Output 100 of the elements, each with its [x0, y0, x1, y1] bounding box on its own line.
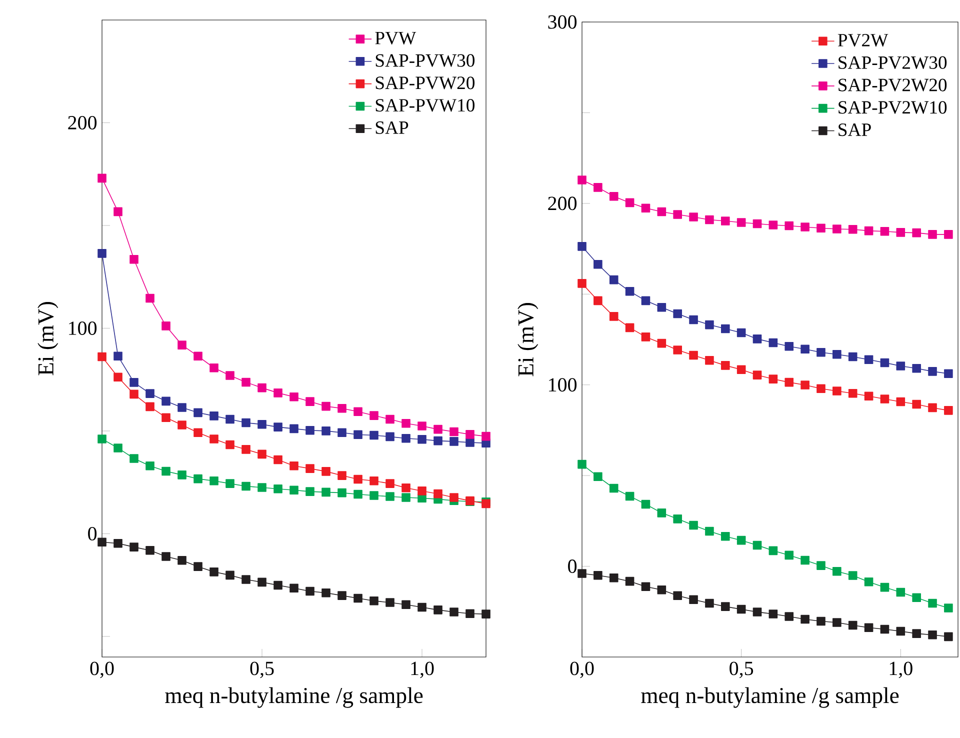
point: [673, 309, 682, 318]
point: [226, 570, 234, 580]
point: [210, 568, 218, 576]
point: [896, 228, 906, 237]
point: [848, 352, 858, 362]
point: [864, 392, 874, 400]
legend-label: SAP-PVW30: [376, 54, 474, 67]
point: [832, 618, 842, 627]
point: [594, 260, 602, 269]
point: [98, 174, 106, 183]
point: [832, 566, 842, 576]
point: [226, 371, 234, 380]
point: [290, 584, 298, 593]
point: [194, 562, 202, 571]
point: [720, 361, 730, 370]
point: [450, 437, 458, 446]
point: [609, 484, 618, 493]
point: [641, 500, 650, 509]
point: [114, 372, 122, 382]
point: [370, 430, 378, 440]
point: [354, 430, 362, 440]
point: [162, 466, 170, 476]
point: [625, 198, 634, 208]
point: [450, 427, 458, 436]
point: [210, 412, 218, 420]
point: [402, 600, 410, 609]
point: [752, 608, 762, 616]
point: [625, 576, 634, 586]
point: [689, 350, 698, 360]
point: [784, 378, 794, 387]
point: [944, 632, 953, 642]
point: [306, 586, 314, 596]
legend-label: PV2W: [838, 34, 888, 47]
point: [578, 279, 586, 288]
point: [944, 369, 953, 378]
point: [178, 340, 186, 350]
x-tick-label: 0,5: [730, 662, 754, 678]
point: [114, 352, 122, 361]
point: [641, 296, 650, 306]
point: [609, 192, 618, 201]
point: [146, 461, 154, 470]
point: [242, 575, 250, 584]
point: [944, 604, 953, 612]
point: [338, 471, 346, 480]
y-tick-label: 0: [88, 526, 97, 540]
point: [594, 183, 602, 192]
point: [402, 434, 410, 443]
x-axis-title: meq n-butylamine /g sample: [165, 687, 423, 708]
y-axis-title: Ei (mV): [38, 302, 58, 376]
point: [673, 514, 682, 524]
point: [578, 176, 586, 184]
y-axis-title: Ei (mV): [518, 303, 538, 376]
point: [864, 623, 874, 632]
point: [657, 508, 666, 518]
point: [944, 406, 953, 415]
point: [130, 542, 138, 552]
point: [705, 356, 714, 365]
x-tick-label: 1,0: [411, 662, 434, 678]
y-tick-label: 200: [68, 116, 97, 130]
point: [226, 414, 234, 424]
point: [594, 570, 602, 580]
point: [354, 594, 362, 603]
point: [816, 561, 826, 570]
point: [98, 434, 106, 444]
point: [338, 428, 346, 437]
point: [402, 418, 410, 428]
point: [322, 402, 330, 411]
point: [194, 408, 202, 418]
point: [578, 242, 586, 251]
point: [720, 216, 730, 226]
point: [625, 492, 634, 501]
point: [418, 602, 426, 612]
point: [752, 370, 762, 380]
point: [322, 426, 330, 436]
point: [434, 436, 442, 446]
point: [370, 596, 378, 606]
point: [258, 383, 266, 392]
point: [848, 620, 858, 630]
point: [210, 476, 218, 486]
point: [434, 606, 442, 614]
point: [258, 578, 266, 587]
point: [896, 397, 906, 406]
point: [386, 432, 394, 442]
y-tick-label: 100: [549, 378, 577, 392]
point: [832, 350, 842, 359]
point: [673, 591, 682, 600]
point: [657, 585, 666, 594]
legend-label: SAP-PVW20: [376, 76, 474, 90]
point: [578, 460, 586, 469]
point: [912, 400, 921, 409]
legend-label: SAP: [838, 124, 871, 136]
point: [657, 302, 666, 312]
point: [896, 626, 906, 636]
point: [466, 430, 474, 439]
point: [290, 461, 298, 470]
point: [274, 455, 282, 464]
point: [370, 476, 378, 486]
point: [848, 224, 858, 234]
point: [912, 593, 921, 602]
point: [482, 610, 490, 618]
